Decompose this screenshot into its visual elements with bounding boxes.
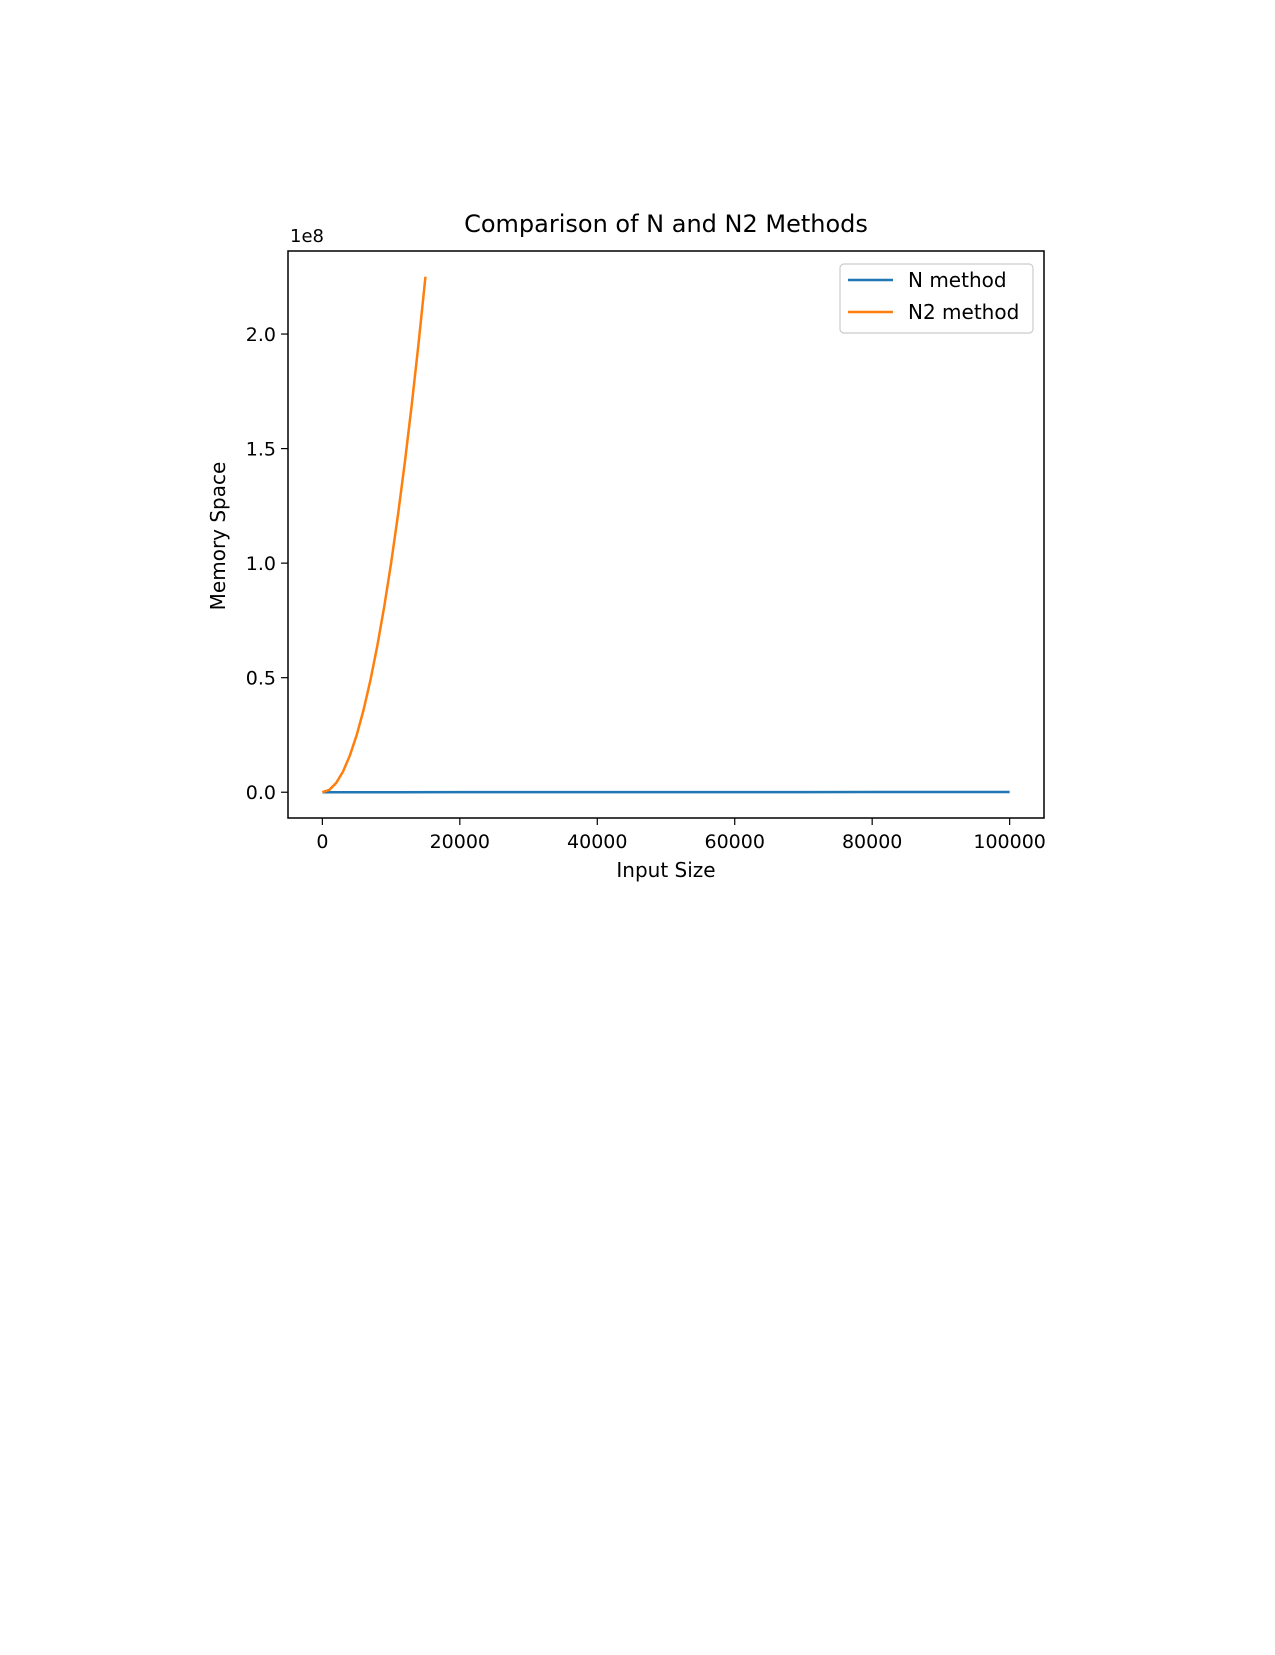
legend: N method N2 method xyxy=(840,264,1033,333)
y-tick-label: 1.0 xyxy=(246,553,276,575)
y-axis: 0.0 0.5 1.0 1.5 2.0 xyxy=(246,324,288,804)
y-offset-label: 1e8 xyxy=(290,226,324,247)
x-tick-label: 80000 xyxy=(842,831,902,853)
x-tick-label: 40000 xyxy=(567,831,627,853)
y-tick-label: 2.0 xyxy=(246,324,276,346)
y-tick-label: 1.5 xyxy=(246,439,276,461)
plot-area xyxy=(322,277,1009,792)
x-tick-label: 60000 xyxy=(705,831,765,853)
x-axis-label: Input Size xyxy=(616,858,715,882)
chart-title: Comparison of N and N2 Methods xyxy=(464,210,868,238)
legend-label-n2-method: N2 method xyxy=(908,300,1019,324)
legend-label-n-method: N method xyxy=(908,268,1007,292)
y-axis-label: Memory Space xyxy=(206,462,230,611)
y-tick-label: 0.5 xyxy=(246,668,276,690)
axes-frame xyxy=(288,251,1044,818)
y-tick-label: 0.0 xyxy=(246,782,276,804)
x-tick-label: 100000 xyxy=(973,831,1046,853)
x-tick-label: 20000 xyxy=(430,831,490,853)
x-tick-label: 0 xyxy=(316,831,328,853)
x-axis: 0 20000 40000 60000 80000 100000 xyxy=(316,818,1046,853)
series-line-n2-method xyxy=(322,277,425,792)
